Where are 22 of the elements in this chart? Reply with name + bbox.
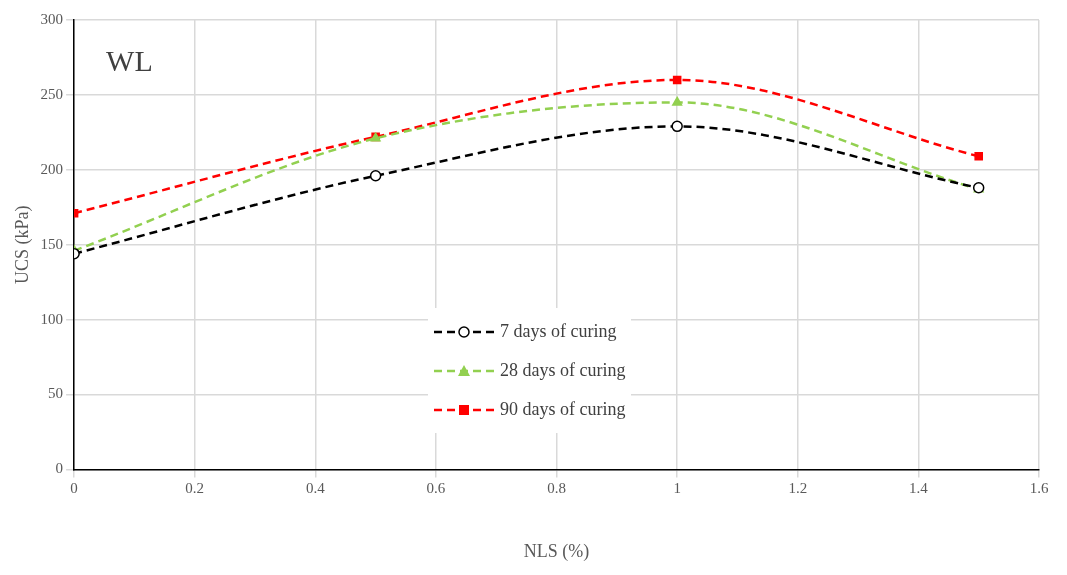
legend-label: 28 days of curing [500, 360, 626, 381]
x-tick-label: 1.4 [909, 480, 929, 497]
x-tick-label: 1.2 [788, 480, 808, 497]
y-tick-label: 250 [40, 85, 64, 102]
x-tick-label: 0.8 [547, 480, 566, 497]
y-tick-label: 100 [40, 310, 64, 327]
x-tick-label: 0.2 [185, 480, 205, 497]
y-axis-title: UCS (kPa) [11, 205, 33, 284]
legend-label: 90 days of curing [500, 399, 626, 420]
x-tick-label: 0.4 [305, 480, 326, 497]
y-tick-label: 300 [40, 10, 64, 27]
y-tick-label: 200 [40, 160, 64, 177]
x-tick-label: 0 [70, 480, 78, 497]
annotation: WL [106, 43, 153, 77]
x-tick-label: 1.6 [1029, 480, 1049, 497]
y-tick-label: 150 [40, 235, 64, 252]
y-tick-label: 50 [48, 385, 64, 402]
legend-label: 7 days of curing [500, 321, 617, 342]
y-tick-label: 0 [55, 460, 64, 477]
x-axis-title: NLS (%) [523, 540, 590, 562]
x-tick-label: 1 [673, 480, 681, 497]
x-tick-label: 0.6 [426, 480, 446, 497]
